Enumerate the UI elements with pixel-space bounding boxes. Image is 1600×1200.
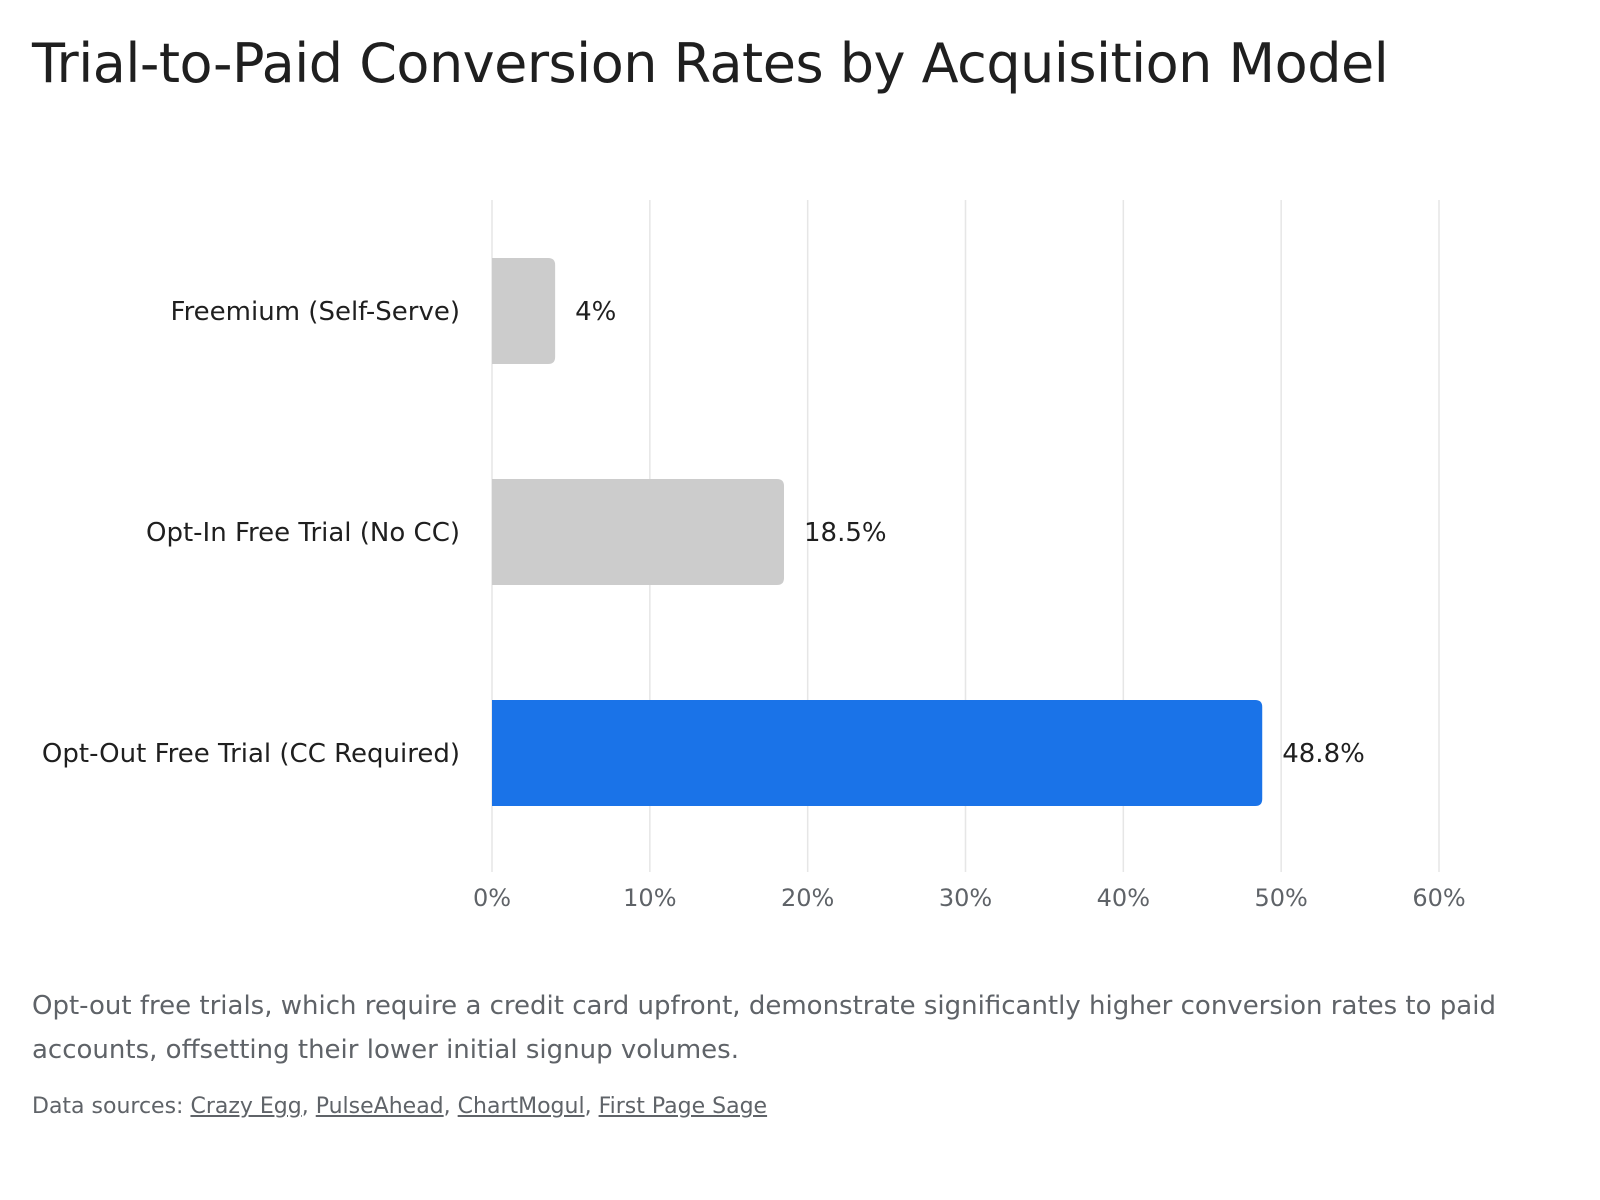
x-axis-tick-labels: 0% 10% 20% 30% 40% 50% 60% — [473, 884, 1466, 912]
chart-caption: Opt-out free trials, which require a cre… — [32, 991, 1496, 1065]
category-labels: Freemium (Self-Serve) Opt-In Free Trial (… — [42, 297, 460, 769]
value-label: 18.5% — [804, 518, 887, 548]
value-label: 4% — [575, 297, 616, 327]
x-tick-label: 0% — [473, 884, 511, 912]
category-label: Opt-In Free Trial (No CC) — [146, 518, 460, 548]
bar — [492, 258, 556, 364]
source-link-crazy-egg[interactable]: Crazy Egg — [190, 1094, 302, 1119]
bar — [492, 479, 784, 585]
value-label: 48.8% — [1282, 739, 1365, 769]
category-label: Opt-Out Free Trial (CC Required) — [42, 739, 460, 769]
value-labels: 4% 18.5% 48.8% — [575, 297, 1365, 769]
x-tick-label: 10% — [623, 884, 676, 912]
data-sources-prefix: Data sources: — [32, 1094, 191, 1119]
chart-title: Trial-to-Paid Conversion Rates by Acquis… — [32, 32, 1389, 95]
data-sources: Data sources: Crazy Egg, PulseAhead, Cha… — [32, 1094, 767, 1119]
source-separator: , — [301, 1094, 316, 1119]
x-tick-label: 40% — [1097, 884, 1150, 912]
x-tick-label: 50% — [1254, 884, 1307, 912]
x-tick-label: 30% — [939, 884, 992, 912]
bar — [492, 700, 1263, 806]
source-separator: , — [584, 1094, 599, 1119]
source-link-chartmogul[interactable]: ChartMogul — [457, 1094, 585, 1119]
source-link-pulseahead[interactable]: PulseAhead — [315, 1094, 444, 1119]
source-separator: , — [443, 1094, 458, 1119]
source-link-first-page-sage[interactable]: First Page Sage — [598, 1094, 768, 1119]
x-tick-label: 20% — [781, 884, 834, 912]
category-label: Freemium (Self-Serve) — [171, 297, 461, 327]
x-tick-label: 60% — [1412, 884, 1465, 912]
bars — [492, 258, 1263, 806]
